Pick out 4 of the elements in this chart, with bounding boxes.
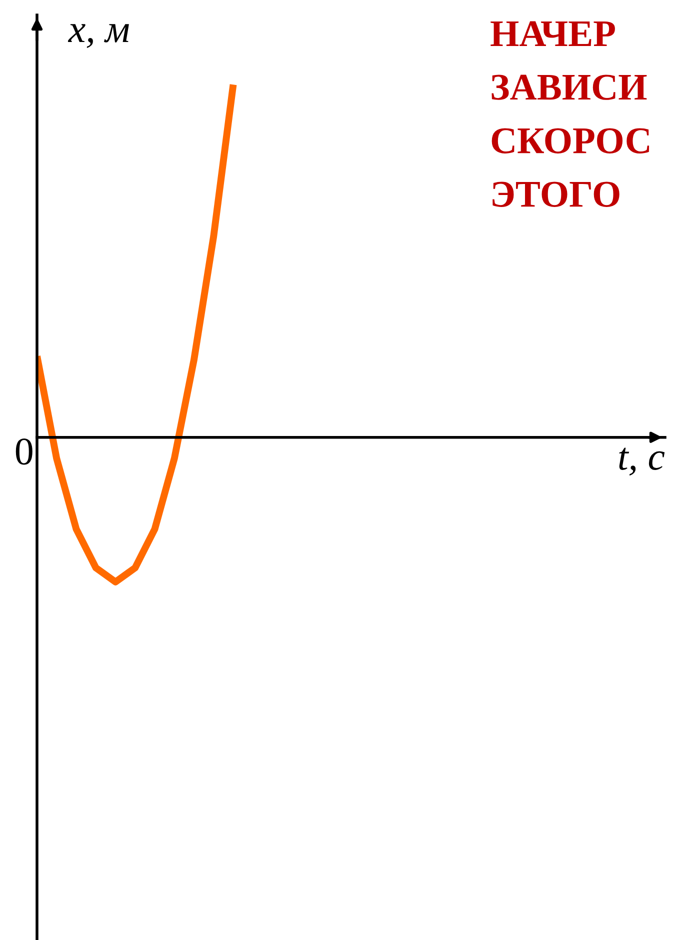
text: 0 (16, 438, 32, 465)
y-axis-title: x, м (68, 24, 129, 48)
chart-title: НАЧЕР ЗАВИСИ СКОРОС ЭТОГО (490, 21, 650, 207)
x-axis-title: t, с (619, 448, 665, 476)
